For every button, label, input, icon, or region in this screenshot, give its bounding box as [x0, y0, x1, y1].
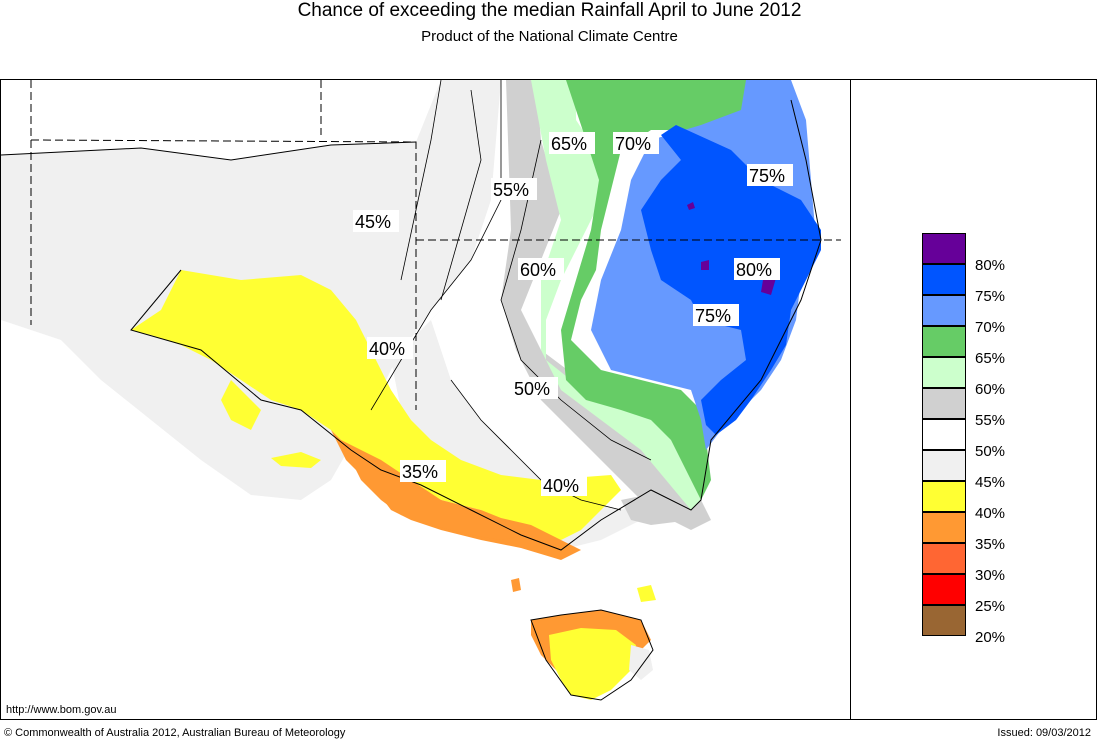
region-55: [501, 80, 711, 530]
legend-label: 30%: [975, 567, 1006, 584]
legend-swatch-60: [922, 357, 966, 388]
legend-label: 60%: [975, 381, 1006, 398]
contour-label: 60%: [520, 260, 556, 280]
legend-swatch-30: [922, 543, 966, 574]
legend-swatch-55: [922, 388, 966, 419]
legend-label: 80%: [975, 257, 1006, 274]
legend-label: 50%: [975, 443, 1006, 460]
island-2: [637, 585, 656, 602]
region-35-vic: [331, 430, 581, 560]
region-60: [531, 80, 701, 510]
region-55-south: [621, 490, 701, 525]
legend-label: 65%: [975, 350, 1006, 367]
issued-date: Issued: 09/03/2012: [997, 727, 1091, 739]
contour-label: 75%: [749, 166, 785, 186]
contour-label: 55%: [493, 180, 529, 200]
legend-swatch-70: [922, 295, 966, 326]
legend-swatch-20: [922, 605, 966, 636]
contour-label: 65%: [551, 134, 587, 154]
legend-swatch-35: [922, 512, 966, 543]
legend-label: 20%: [975, 629, 1006, 646]
map-subtitle: Product of the National Climate Centre: [421, 28, 678, 45]
region-75: [641, 125, 821, 435]
legend-label: 25%: [975, 598, 1006, 615]
copyright-notice: © Commonwealth of Australia 2012, Austra…: [4, 727, 346, 739]
region-40-eyre: [221, 380, 261, 430]
map-title: Chance of exceeding the median Rainfall …: [297, 0, 802, 21]
legend-label: 55%: [975, 412, 1006, 429]
contour-label: 45%: [355, 212, 391, 232]
map-frame: [0, 79, 1097, 720]
legend-label: 70%: [975, 319, 1006, 336]
legend-divider: [850, 79, 851, 720]
legend-swatch-25: [922, 574, 966, 605]
region-80-spot-1: [687, 202, 695, 210]
legend-swatch-75: [922, 264, 966, 295]
legend-label: 75%: [975, 288, 1006, 305]
contour-label: 40%: [543, 476, 579, 496]
legend-swatch-50: [922, 419, 966, 450]
legend-swatch-40: [922, 481, 966, 512]
region-45-tas: [629, 645, 653, 680]
coastline-tas: [530, 609, 654, 701]
contour-label: 50%: [514, 379, 550, 399]
contour-line: [400, 80, 442, 281]
legend-swatch-65: [922, 326, 966, 357]
island-1: [511, 578, 521, 592]
contour-label: 80%: [736, 260, 772, 280]
contour-label: 35%: [402, 462, 438, 482]
contour-label: 70%: [615, 134, 651, 154]
rainfall-map: 65% 70% 75% 55% 45% 60% 80% 75% 40% 50% …: [1, 80, 841, 701]
contour-labels: 65% 70% 75% 55% 45% 60% 80% 75% 40% 50% …: [353, 132, 793, 496]
coastline: [1, 99, 822, 551]
legend-label: 40%: [975, 505, 1006, 522]
contour-line: [440, 89, 482, 301]
region-40-sa: [131, 270, 621, 540]
legend-label: 35%: [975, 536, 1006, 553]
contour-line: [500, 139, 652, 461]
legend-swatch-45: [922, 450, 966, 481]
source-url: http://www.bom.gov.au: [6, 704, 117, 716]
contour-label: 40%: [369, 339, 405, 359]
region-35-coast: [341, 440, 526, 540]
legend-swatch-80: [922, 233, 966, 264]
contour-line: [450, 379, 622, 511]
region-80-spot-3: [761, 278, 776, 295]
contour-label: 75%: [695, 306, 731, 326]
region-40-kangaroo: [271, 452, 321, 468]
legend-label: 45%: [975, 474, 1006, 491]
region-40-tas: [549, 628, 636, 700]
region-80-spot-2: [701, 260, 709, 270]
region-65: [561, 80, 761, 500]
